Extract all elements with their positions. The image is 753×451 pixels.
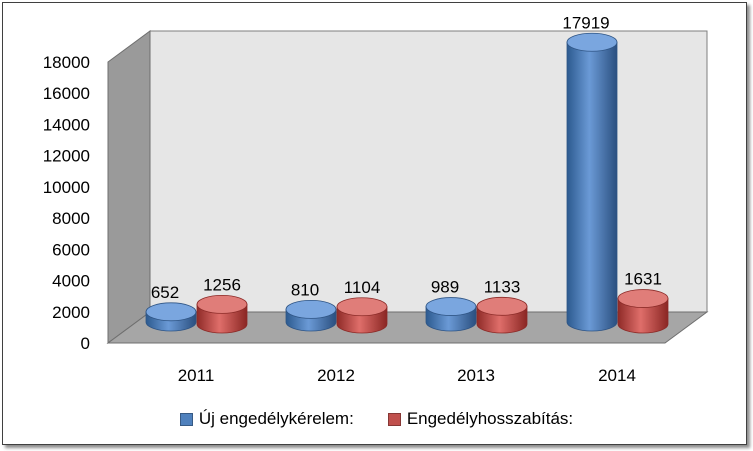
bar-body (617, 298, 669, 334)
bar-2011-series-1 (145, 302, 197, 332)
bar-top (566, 32, 618, 52)
legend-item-series-2: Engedélyhosszabítás: (387, 409, 574, 429)
data-label: 1256 (203, 275, 241, 294)
x-tick-label: 2012 (317, 366, 355, 385)
bar-2012-series-1 (285, 299, 337, 332)
y-tick-label: 14000 (43, 115, 90, 134)
y-tick-label: 12000 (43, 147, 90, 166)
data-label: 652 (151, 283, 179, 302)
bar-2013-series-1 (425, 297, 477, 332)
bar-2011-series-2 (196, 294, 248, 334)
data-label: 989 (431, 278, 459, 297)
bar-2014-series-1 (566, 32, 618, 332)
x-tick-label: 2013 (457, 366, 495, 385)
y-tick-label: 4000 (52, 272, 90, 291)
y-tick-label: 10000 (43, 178, 90, 197)
data-label: 1631 (624, 270, 662, 289)
x-tick-label: 2011 (178, 366, 215, 385)
bar-top (285, 299, 337, 319)
bar-top (145, 302, 197, 322)
bar-2012-series-2 (336, 297, 388, 334)
bar-top (476, 296, 528, 316)
legend-label-series-1: Új engedélykérelem: (198, 409, 354, 428)
data-label: 17919 (562, 13, 609, 32)
data-label: 810 (291, 280, 319, 299)
bar-body (566, 41, 618, 332)
side-wall (107, 30, 151, 344)
floor (106, 311, 709, 344)
y-tick-label: 8000 (52, 209, 90, 228)
bar-2014-series-2 (617, 289, 669, 334)
bar-2013-series-2 (476, 296, 528, 334)
bar-top (336, 297, 388, 317)
y-tick-label: 6000 (52, 240, 90, 259)
legend-swatch-red (387, 412, 401, 426)
y-tick-label: 0 (81, 334, 90, 353)
y-tick-label: 16000 (43, 84, 90, 103)
y-tick-label: 18000 (43, 53, 90, 72)
legend-label-series-2: Engedélyhosszabítás: (406, 409, 574, 428)
legend-swatch-blue (179, 412, 193, 426)
bar-top (196, 294, 248, 314)
legend-item-series-1: Új engedélykérelem: (179, 409, 354, 429)
data-label: 1133 (484, 277, 521, 296)
y-tick-label: 2000 (52, 303, 90, 322)
data-label: 1104 (344, 278, 381, 297)
legend: Új engedélykérelem: Engedélyhosszabítás: (0, 409, 753, 429)
bar-top (425, 297, 477, 316)
bar-top (617, 289, 669, 308)
x-tick-label: 2014 (598, 366, 636, 385)
